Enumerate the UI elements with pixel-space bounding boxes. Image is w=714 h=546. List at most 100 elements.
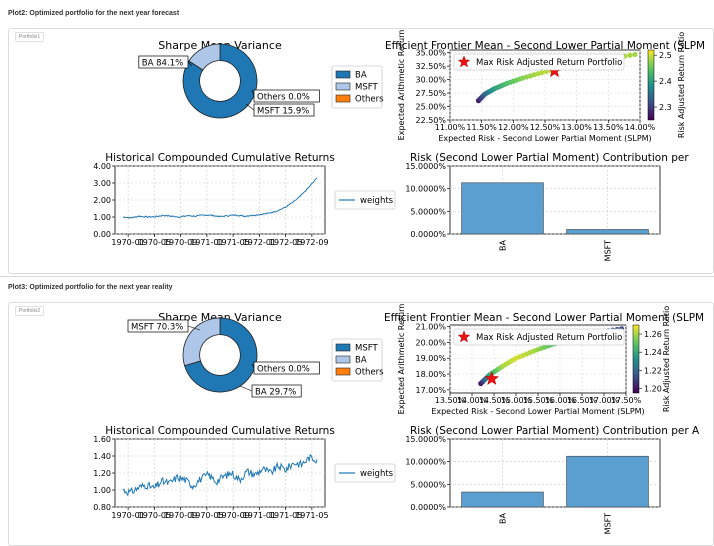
legend-swatch-others (335, 367, 351, 376)
risk-ytick-label: 0.0000% (410, 230, 446, 239)
frontier-xtick-label: 15.00% (501, 396, 532, 405)
frontier-title: Efficient Frontier Mean - Second Lower P… (384, 312, 704, 324)
donut-label-leader (187, 325, 201, 331)
frontier-xtick-label: 13.50% (593, 123, 624, 132)
risk-bar-msft (566, 229, 649, 235)
returns-title: Historical Compounded Cumulative Returns (105, 425, 335, 437)
donut-title: Sharpe Mean Variance (158, 311, 282, 324)
risk-contribution-title: Risk (Second Lower Partial Moment) Contr… (410, 425, 700, 437)
risk-ytick-label: 5.0000% (410, 207, 446, 216)
returns-xtick-label: 1970-09 (164, 238, 197, 247)
donut-label-text: BA 84.1% (142, 59, 183, 69)
donut-slice-msft (188, 43, 221, 71)
risk-bar-msft (566, 455, 649, 508)
frontier-ytick-label: 25.00% (415, 103, 446, 112)
returns-xtick-label: 1970-09 (164, 511, 197, 520)
risk-contribution-title: Risk (Second Lower Partial Moment) Contr… (410, 152, 689, 164)
frontier-xtick-label: 12.50% (530, 123, 561, 132)
risk-ytick-label: 5.0000% (410, 480, 446, 489)
frontier-legend-label: Max Risk Adjusted Return Portfolio (476, 333, 622, 343)
colorbar (632, 324, 640, 394)
frontier-xtick-label: 16.00% (545, 396, 576, 405)
legend-label-ba: BA (355, 71, 367, 81)
frontier-xtick-label: 13.00% (561, 123, 592, 132)
risk-category-label: BA (499, 512, 508, 523)
colorbar-tick-label: 2.4 (659, 77, 672, 86)
frontier-xtick-label: 12.00% (498, 123, 529, 132)
legend-swatch-msft (335, 82, 351, 91)
returns-ytick-label: 2.00 (93, 196, 111, 205)
frontier-xtick-label: 11.50% (466, 123, 497, 132)
risk-ytick-label: 15.0000% (405, 162, 446, 171)
frontier-xtick-label: 14.00% (625, 123, 656, 132)
frontier-ytick-label: 35.00% (415, 49, 446, 58)
returns-xtick-label: 1970-05 (138, 238, 171, 247)
legend-label-msft: MSFT (355, 83, 378, 93)
risk-ytick-label: 10.0000% (405, 458, 446, 467)
frontier-xtick-label: 14.50% (479, 396, 510, 405)
donut-slice-ba (182, 317, 221, 367)
returns-ytick-label: 0.00 (93, 230, 111, 239)
frontier-point (627, 52, 633, 58)
frontier-legend-star (457, 55, 471, 68)
risk-ytick-label: 15.0000% (405, 435, 446, 444)
colorbar-tick-label: 2.3 (659, 103, 672, 112)
donut-label-box (253, 361, 320, 375)
donut-label-text: BA 29.7% (255, 388, 296, 398)
returns-xtick-label: 1970-05 (190, 511, 223, 520)
legend-label-ba: BA (355, 356, 367, 366)
returns-legend (334, 190, 396, 210)
donut-label-box (253, 89, 320, 103)
returns-legend-label: weights (360, 196, 394, 206)
donut-label-text: Others 0.0% (257, 365, 310, 375)
returns-xtick-label: 1970-09 (216, 511, 249, 520)
colorbar-label: Risk Adjusted Return Ratio (677, 32, 686, 138)
returns-ytick-label: 1.40 (93, 452, 111, 461)
legend-swatch-others (335, 94, 351, 103)
frontier-xtick-label: 17.00% (589, 396, 620, 405)
returns-series-line (122, 453, 318, 497)
returns-xtick-label: 1970-01 (111, 238, 144, 247)
portfolio-tab-2[interactable]: Portfolio2 (15, 306, 45, 316)
frontier-ytick-label: 32.50% (415, 62, 446, 71)
donut-label-leader (245, 103, 255, 111)
portfolio-tab-1[interactable]: Portfolio1 (15, 32, 45, 42)
frontier-ytick-label: 30.00% (415, 76, 446, 85)
frontier-xtick-label: 16.50% (567, 396, 598, 405)
colorbar-tick-label: 1.20 (644, 384, 662, 393)
frontier-ytick-label: 17.00% (415, 386, 446, 395)
legend-label-others: Others (355, 95, 384, 105)
donut-label-text: Others 0.0% (257, 93, 310, 103)
colorbar-tick-label: 1.26 (644, 330, 662, 339)
frontier-ylabel: Expected Arithmetic Return (397, 30, 406, 141)
frontier-max-star (484, 371, 500, 385)
frontier-ytick-label: 18.00% (415, 370, 446, 379)
frontier-legend (453, 53, 625, 71)
section-title-plot2: Plot2: Optimized portfolio for the next … (8, 10, 180, 17)
frontier-xtick-label: 13.50% (435, 396, 466, 405)
donut-label-text: MSFT 70.3% (131, 323, 183, 333)
frontier-ylabel: Expected Arithmetic Return (397, 304, 406, 415)
donut-label-box (127, 319, 189, 333)
risk-category-label: MSFT (604, 513, 613, 534)
donut-label-box (251, 384, 302, 398)
colorbar-label: Risk Adjusted Return Ratio (662, 306, 671, 412)
frontier-legend-label: Max Risk Adjusted Return Portfolio (476, 58, 622, 68)
risk-ytick-label: 0.0000% (410, 503, 446, 512)
risk-category-label: BA (499, 239, 508, 250)
returns-xtick-label: 1971-05 (295, 511, 328, 520)
frontier-xtick-label: 11.00% (435, 123, 466, 132)
frontier-ytick-label: 22.50% (415, 116, 446, 125)
frontier-legend-star (457, 330, 471, 343)
donut-slice-msft (184, 317, 258, 393)
section-title-plot3: Plot3: Optimized portfolio for the next … (8, 284, 173, 291)
frontier-xtick-label: 15.50% (523, 396, 554, 405)
risk-bar-ba (461, 182, 544, 235)
frontier-ytick-label: 21.00% (415, 323, 446, 332)
returns-xtick-label: 1971-05 (269, 511, 302, 520)
frontier-point (539, 70, 545, 76)
frontier-ytick-label: 20.00% (415, 338, 446, 347)
colorbar-tick-label: 1.22 (644, 366, 662, 375)
frontier-xtick-label: 17.50% (611, 396, 642, 405)
